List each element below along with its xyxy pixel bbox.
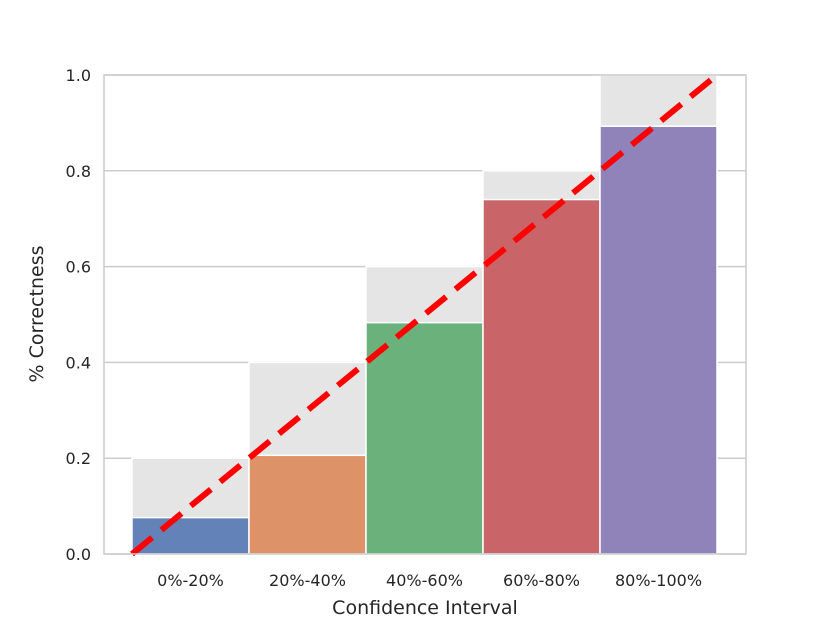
y-axis-label: % Correctness bbox=[26, 246, 48, 383]
x-tick-labels: 0%-20% 20%-40% 40%-60% 60%-80% 80%-100% bbox=[157, 571, 702, 590]
y-tick-label: 0.4 bbox=[66, 353, 91, 372]
plot-frame bbox=[103, 74, 747, 555]
y-tick-label: 0.8 bbox=[66, 162, 91, 181]
diagonal-line bbox=[130, 72, 719, 557]
x-tick-label: 40%-60% bbox=[386, 571, 463, 590]
y-tick-label: 1.0 bbox=[66, 66, 91, 85]
y-tick-label: 0.6 bbox=[66, 258, 91, 277]
accuracy-bar bbox=[365, 321, 484, 555]
x-tick-label: 80%-100% bbox=[615, 571, 702, 590]
accuracy-bar bbox=[482, 198, 601, 555]
accuracy-bar bbox=[599, 125, 718, 555]
accuracy-bar bbox=[248, 454, 367, 555]
x-tick-label: 60%-80% bbox=[503, 571, 580, 590]
perfect-calibration-line bbox=[130, 72, 719, 557]
y-tick-labels: 0.0 0.2 0.4 0.6 0.8 1.0 bbox=[66, 66, 91, 564]
x-tick-label: 0%-20% bbox=[157, 571, 224, 590]
y-tick-label: 0.2 bbox=[66, 449, 91, 468]
accuracy-bars bbox=[131, 125, 718, 555]
x-tick-label: 20%-40% bbox=[269, 571, 346, 590]
y-tick-label: 0.0 bbox=[66, 545, 91, 564]
x-axis-label: Confidence Interval bbox=[332, 597, 518, 619]
